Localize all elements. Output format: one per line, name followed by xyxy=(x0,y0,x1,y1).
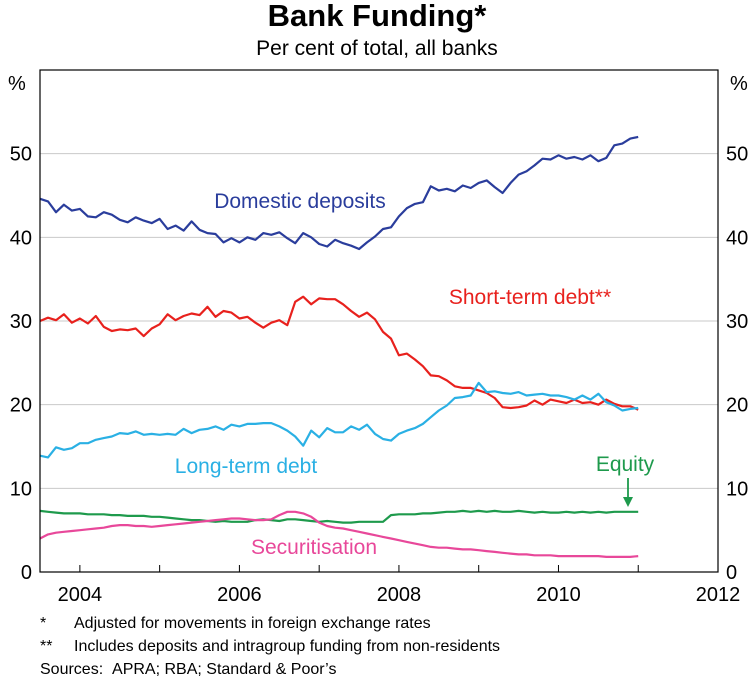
y-tick-label-right: 30 xyxy=(726,311,748,333)
x-tick-label: 2004 xyxy=(58,584,103,606)
footnote-1-mark: * xyxy=(40,615,47,632)
x-tick-label: 2012 xyxy=(696,584,741,606)
series-labels: Domestic deposits Short-term debt** Long… xyxy=(175,190,655,559)
series-line-short-term-debt xyxy=(39,295,639,411)
axis-ticks: 0 0 10 10 20 20 30 30 40 40 50 50 2004 2006 2008 2010 20… xyxy=(10,144,749,606)
footnotes: * Adjusted for movements in foreign exch… xyxy=(40,612,500,681)
y-tick-label-left: 10 xyxy=(10,478,32,500)
label-long-term-debt: Long-term debt xyxy=(175,455,318,478)
label-securitisation: Securitisation xyxy=(251,536,377,559)
series-lines xyxy=(39,135,639,558)
y-tick-label-left: 0 xyxy=(21,562,32,584)
plot-frame xyxy=(39,69,719,573)
footnote-1: * Adjusted for movements in foreign exch… xyxy=(40,612,500,635)
chart-subtitle: Per cent of total, all banks xyxy=(256,37,498,60)
series-line-equity xyxy=(39,509,639,524)
y-tick-label-left: 40 xyxy=(10,227,32,249)
y-unit-left: % xyxy=(8,73,26,95)
y-tick-label-right: 40 xyxy=(726,227,748,249)
footnote-2-mark: ** xyxy=(40,638,53,655)
footnote-2: ** Includes deposits and intragroup fund… xyxy=(40,635,500,658)
y-tick-label-left: 50 xyxy=(10,144,32,166)
footnote-1-text: Adjusted for movements in foreign exchan… xyxy=(74,615,431,632)
equity-arrow xyxy=(623,478,633,507)
y-tick-label-left: 30 xyxy=(10,311,32,333)
label-short-term-debt: Short-term debt** xyxy=(449,286,611,309)
series-line-domestic-deposits xyxy=(39,135,639,251)
y-tick-label-right: 50 xyxy=(726,144,748,166)
equity-arrow-head xyxy=(623,497,633,507)
label-equity: Equity xyxy=(596,453,655,476)
x-tick-label: 2008 xyxy=(377,584,422,606)
y-tick-label-left: 20 xyxy=(10,395,32,417)
x-tick-label: 2006 xyxy=(217,584,262,606)
y-tick-label-right: 20 xyxy=(726,395,748,417)
series-line-securitisation xyxy=(39,510,639,558)
bank-funding-chart: Bank Funding* Per cent of total, all ban… xyxy=(8,0,749,606)
gridlines xyxy=(40,153,718,489)
label-domestic-deposits: Domestic deposits xyxy=(214,190,386,213)
x-tick-label: 2010 xyxy=(536,584,581,606)
y-unit-right: % xyxy=(730,73,748,95)
series-line-long-term-debt xyxy=(39,381,639,459)
footnote-2-text: Includes deposits and intragroup funding… xyxy=(74,638,501,655)
y-tick-label-right: 0 xyxy=(726,562,737,584)
sources: Sources: APRA; RBA; Standard & Poor’s xyxy=(40,661,337,678)
y-tick-label-right: 10 xyxy=(726,478,748,500)
chart-title: Bank Funding* xyxy=(268,0,488,33)
